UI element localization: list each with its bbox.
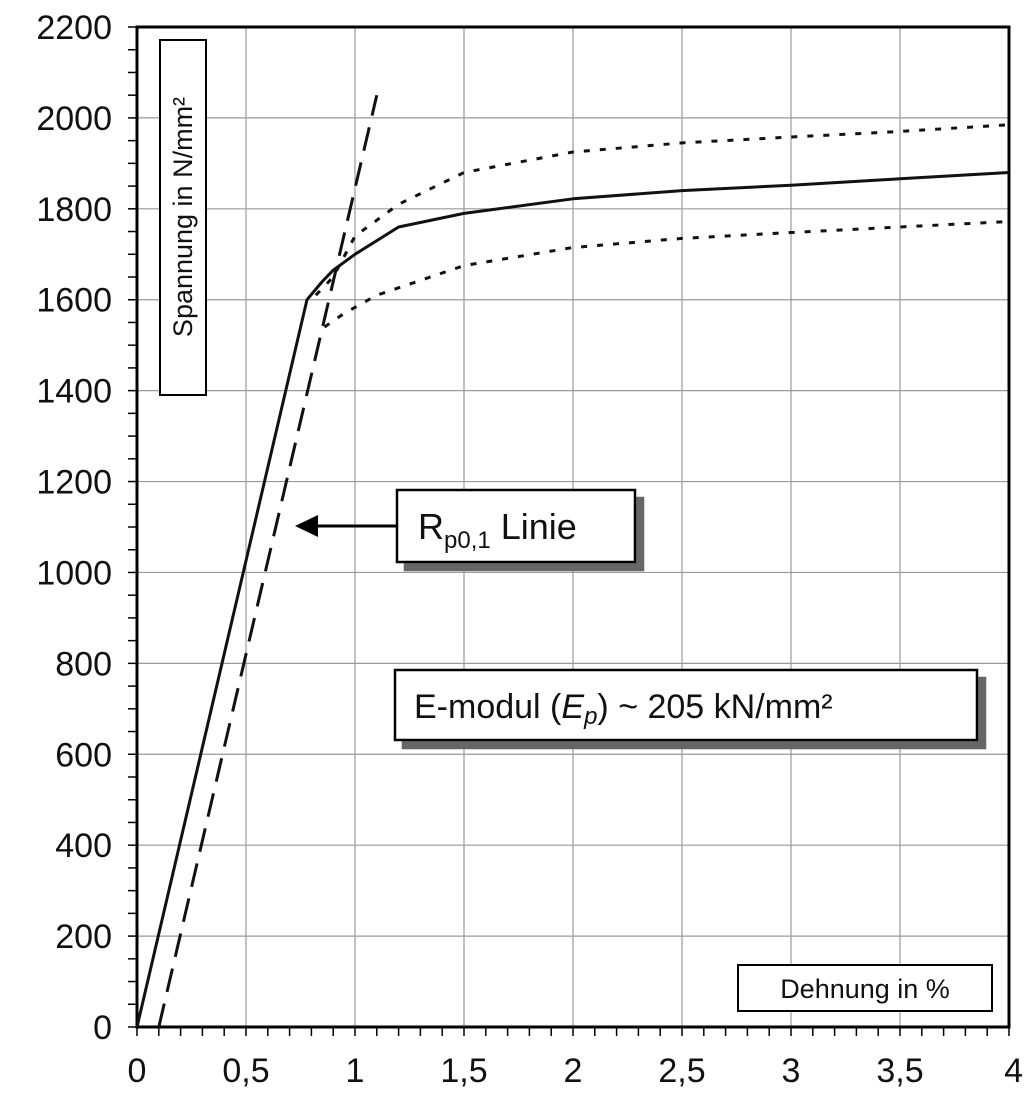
y-tick-label: 2000 (36, 100, 112, 138)
series-line-dotted-2 (323, 220, 1010, 329)
y-axis-tick-labels: 0 200 400 600 800 1000 1200 1400 1600 1800 2000 220… (36, 9, 112, 1047)
y-tick-label: 1200 (36, 464, 112, 502)
x-tick-label: 0,5 (222, 1052, 269, 1090)
y-tick-label: 2200 (36, 9, 112, 47)
emodul-annotation: E-modul (Ep) ~ 205 kN/mm² (393, 668, 979, 742)
emodul-label: E-modul (Ep) ~ 205 kN/mm² (414, 688, 833, 730)
series-line-dotted-1 (314, 123, 1010, 297)
x-tick-label: 0 (128, 1052, 147, 1090)
x-axis-tick-labels: 0 0,5 1 1,5 2 2,5 3 3,5 4 (128, 1052, 1023, 1090)
series-line-solid-0 (135, 171, 1010, 1028)
x-axis-label-text: Dehnung in % (780, 974, 950, 1004)
y-tick-label: 400 (55, 827, 112, 865)
rp-arrow-head (295, 515, 318, 537)
rp-linie-label: Rp0,1 Linie (418, 506, 577, 554)
data-series (135, 94, 1010, 1028)
x-tick-label: 4 (1004, 1052, 1023, 1090)
series-line-dashed-3 (157, 94, 379, 1028)
x-tick-label: 3,5 (876, 1052, 923, 1090)
rp-linie-annotation: Rp0,1 Linie (295, 488, 637, 564)
y-tick-label: 0 (93, 1009, 112, 1047)
y-tick-label: 1600 (36, 282, 112, 320)
y-tick-label: 200 (55, 918, 112, 956)
y-tick-label: 1000 (36, 554, 112, 592)
x-tick-label: 1 (346, 1052, 365, 1090)
y-tick-label: 1400 (36, 373, 112, 411)
y-axis-label: Spannung in N/mm² (159, 39, 207, 396)
x-tick-label: 2 (564, 1052, 583, 1090)
y-axis-label-text: Spannung in N/mm² (168, 97, 198, 337)
x-tick-label: 3 (782, 1052, 801, 1090)
y-tick-label: 600 (55, 736, 112, 774)
x-tick-label: 2,5 (658, 1052, 705, 1090)
x-tick-label: 1,5 (440, 1052, 487, 1090)
plot-frame (135, 25, 1011, 1029)
x-axis-label: Dehnung in % (737, 964, 993, 1012)
y-tick-label: 1800 (36, 191, 112, 229)
y-tick-label: 800 (55, 645, 112, 683)
